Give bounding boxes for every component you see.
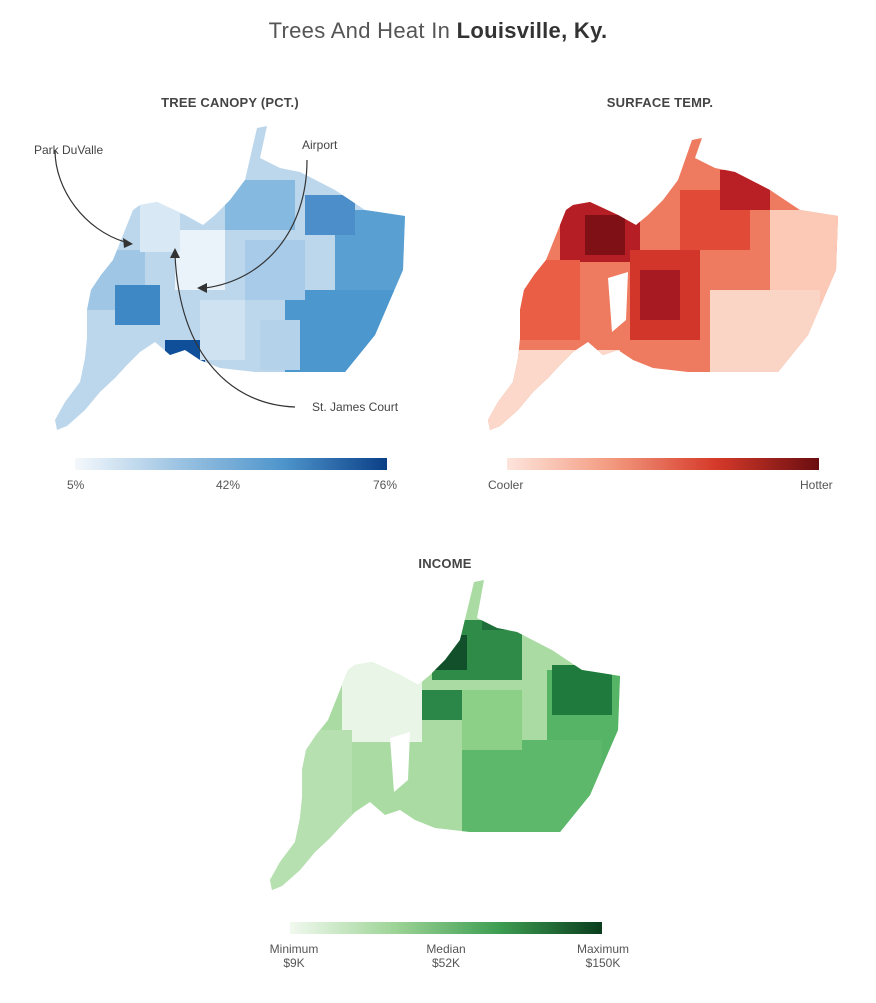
annotation-park-duvalle: Park DuValle (34, 143, 104, 157)
income-map (270, 580, 620, 890)
temp-legend-bar (507, 458, 819, 470)
income-mid-value: $52K (431, 956, 461, 970)
temp-legend-min: Cooler (488, 478, 524, 492)
income-legend-mid: Median $52K (416, 942, 476, 970)
page-title: Trees And Heat In Louisville, Ky. (0, 18, 876, 44)
income-legend-min: Minimum $9K (264, 942, 324, 970)
temp-legend-max: Hotter (800, 478, 833, 492)
canopy-legend-min: 5% (67, 478, 85, 492)
canopy-title: TREE CANOPY (PCT.) (161, 95, 299, 110)
canopy-legend-bar (75, 458, 387, 470)
annotation-st-james-court: St. James Court (312, 400, 399, 414)
income-legend-bar (290, 922, 602, 934)
canopy-legend-mid: 42% (216, 478, 241, 492)
canopy-map (54, 126, 405, 430)
title-city: Louisville, Ky. (456, 18, 608, 43)
income-legend-max: Maximum $150K (570, 942, 636, 970)
income-title: INCOME (418, 556, 472, 571)
income-min-label: Minimum (269, 942, 319, 956)
income-max-value: $150K (585, 956, 621, 970)
income-mid-label: Median (426, 942, 466, 956)
income-max-label: Maximum (576, 942, 629, 956)
temp-map (488, 138, 838, 430)
temp-title: SURFACE TEMP. (606, 95, 714, 110)
title-prefix: Trees And Heat In (268, 18, 457, 43)
income-min-value: $9K (283, 956, 305, 970)
annotation-airport: Airport (302, 138, 338, 152)
canopy-legend-max: 76% (373, 478, 398, 492)
